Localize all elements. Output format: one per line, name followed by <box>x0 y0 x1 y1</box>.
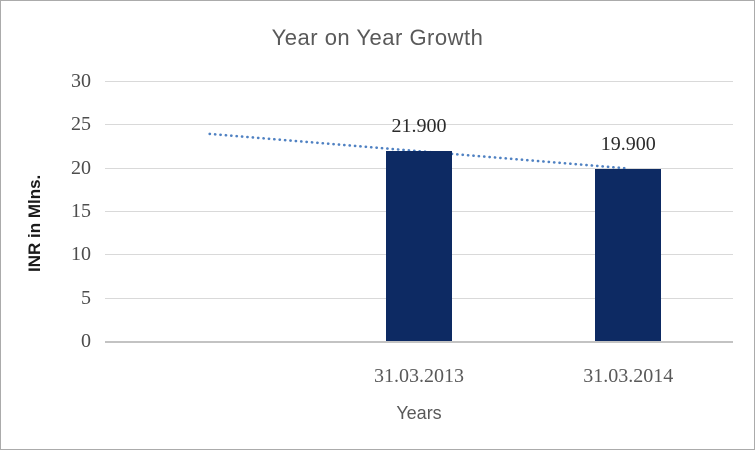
y-tick-label: 20 <box>71 156 91 179</box>
bar-31.03.2014 <box>595 168 662 341</box>
gridline <box>105 124 733 126</box>
y-tick-label: 0 <box>81 330 91 352</box>
gridline <box>105 81 733 82</box>
x-axis-title: Years <box>396 403 442 423</box>
data-label: 19.900 <box>600 132 656 155</box>
chart-title: Year on Year Growth <box>271 25 484 50</box>
y-tick-label: 30 <box>71 70 91 92</box>
y-tick-label: 25 <box>71 113 91 136</box>
trendline <box>208 132 630 170</box>
y-tick-label: 10 <box>71 243 91 266</box>
x-category-label: 31.03.2013 <box>374 365 464 387</box>
y-tick-label: 5 <box>81 286 91 309</box>
data-label: 21.900 <box>391 115 447 138</box>
bar-31.03.2013 <box>386 151 452 341</box>
plot-area: 21.900 19.900 <box>105 81 733 343</box>
x-category-label: 31.03.2014 <box>583 365 674 387</box>
y-tick-label: 15 <box>71 200 91 222</box>
